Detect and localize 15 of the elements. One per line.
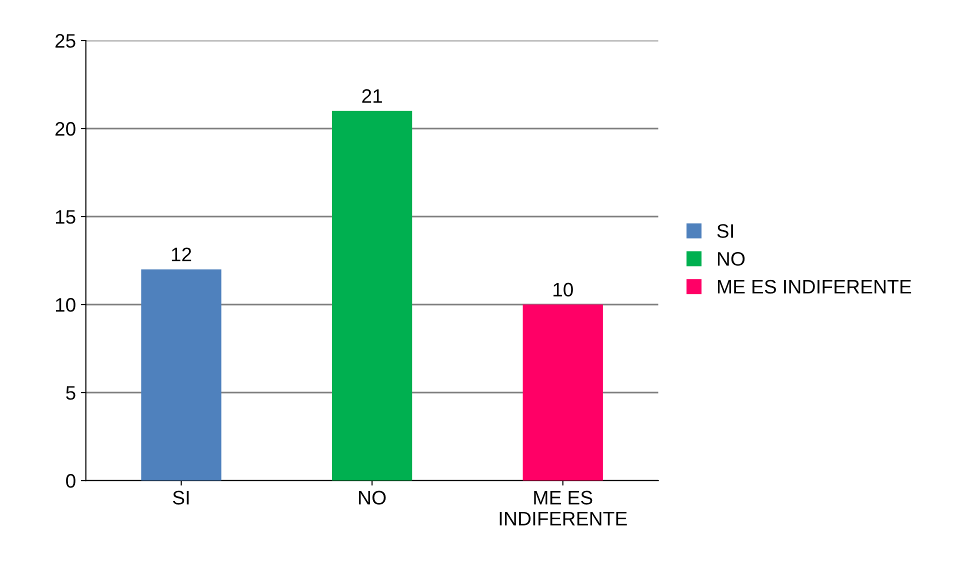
y-tick-label: 25 [55, 34, 76, 48]
x-tick-label: SI [172, 490, 189, 505]
y-tick-label: 20 [55, 122, 76, 136]
y-tick-label: 15 [56, 210, 76, 224]
x-tick-label: NO [359, 490, 386, 505]
legend-label: ME ES INDIFERENTE [718, 280, 912, 294]
y-tick-label: 10 [56, 298, 76, 312]
y-tick-label: 0 [66, 474, 76, 488]
x-tick-label: ME ES INDIFERENTE [500, 490, 627, 526]
y-tick-label: 5 [66, 386, 76, 400]
data-label: 12 [172, 248, 192, 262]
legend-label: NO [718, 252, 745, 266]
legend-label: SI [717, 224, 733, 238]
data-label: 21 [362, 89, 382, 103]
data-label: 10 [554, 282, 573, 297]
